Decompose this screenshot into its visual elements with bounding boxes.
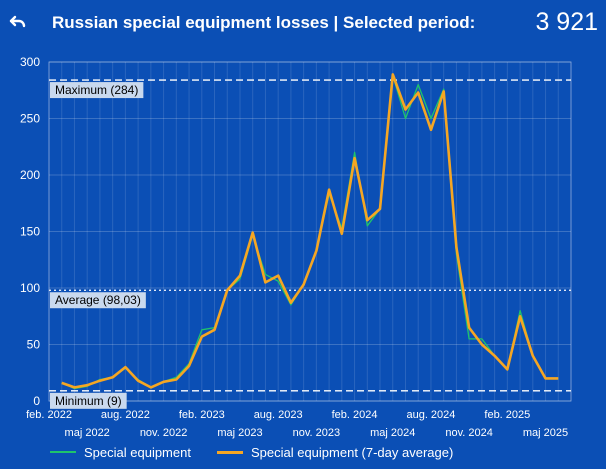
x-tick-label: aug. 2022 <box>101 409 150 421</box>
selected-period-total: 3 921 <box>535 8 598 36</box>
maximum-label-background <box>50 82 144 99</box>
plot-frame <box>48 61 572 402</box>
y-tick-label: 150 <box>20 225 40 239</box>
x-tick-label: maj 2024 <box>370 427 415 439</box>
series-line-daily <box>61 74 559 390</box>
y-tick-label: 50 <box>27 338 41 352</box>
maximum-label: Maximum (284) <box>55 83 138 97</box>
average-label: Average (98,03) <box>55 293 141 307</box>
legend: Special equipment Special equipment (7-d… <box>50 442 479 462</box>
legend-item-daily[interactable]: Special equipment <box>50 445 191 460</box>
chart-title: Russian special equipment losses | Selec… <box>52 13 476 32</box>
x-tick-label: feb. 2023 <box>179 409 225 421</box>
y-tick-label: 200 <box>20 168 40 182</box>
x-tick-label: maj 2025 <box>523 427 568 439</box>
x-tick-label: feb. 2024 <box>332 409 378 421</box>
y-tick-label: 250 <box>20 112 40 126</box>
x-tick-label: feb. 2022 <box>26 409 72 421</box>
y-tick-label: 300 <box>20 55 40 69</box>
x-tick-label: nov. 2024 <box>445 427 493 439</box>
x-tick-label: aug. 2023 <box>254 409 303 421</box>
minimum-label: Minimum (9) <box>55 394 122 408</box>
line-chart: 0 50 100 150 200 250 300 feb. 2022 aug. 2022 feb.… <box>20 55 572 439</box>
legend-label-daily: Special equipment <box>84 444 191 460</box>
y-tick-label: 0 <box>33 394 40 408</box>
x-tick-label: feb. 2025 <box>484 409 530 421</box>
legend-label-average: Special equipment (7-day average) <box>250 444 454 460</box>
header: Russian special equipment losses | Selec… <box>0 0 606 48</box>
legend-swatch-average <box>216 450 243 454</box>
x-tick-label: maj 2023 <box>217 427 262 439</box>
minimum-label-background <box>50 392 127 409</box>
y-tick-label: 100 <box>20 281 40 295</box>
average-label-background <box>50 292 146 309</box>
x-tick-label: aug. 2024 <box>406 409 455 421</box>
legend-swatch-daily <box>50 451 76 453</box>
legend-item-average[interactable]: Special equipment (7-day average) <box>216 444 454 460</box>
x-tick-label: nov. 2023 <box>293 427 341 439</box>
x-tick-label: maj 2022 <box>65 427 110 439</box>
x-tick-label: nov. 2022 <box>140 427 188 439</box>
back-arrow-icon[interactable] <box>6 9 30 33</box>
series-line-average <box>61 73 559 389</box>
